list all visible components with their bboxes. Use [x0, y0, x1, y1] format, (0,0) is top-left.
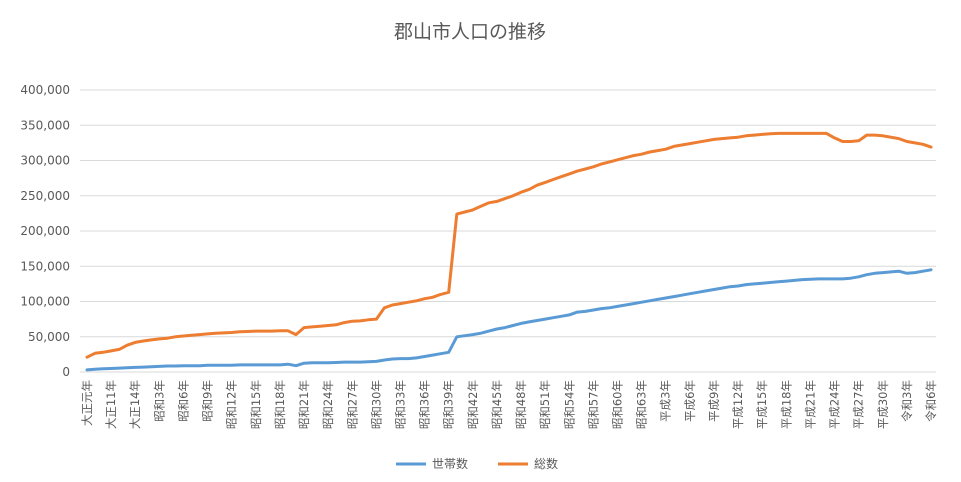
x-tick-label: 平成15年: [755, 380, 769, 429]
x-axis-ticks: 大正元年 大正11年 大正14年 昭和3年 昭和6年 昭和9年 昭和12年 昭和15年 昭和18…: [80, 380, 938, 429]
series-line-households: [85, 268, 933, 372]
x-tick-label: 平成24年: [828, 380, 842, 429]
x-tick-label: 大正14年: [128, 380, 142, 429]
x-tick-label: 昭和45年: [490, 380, 504, 429]
x-tick-label: 平成27年: [852, 380, 866, 429]
x-tick-label: 昭和39年: [442, 380, 456, 429]
x-tick-label: 平成9年: [707, 380, 721, 422]
x-tick-label: 昭和30年: [369, 380, 383, 429]
y-axis-ticks: 0 50,000 100,000 150,000 200,000 250,000 300,0…: [20, 83, 70, 379]
x-tick-label: 平成18年: [779, 380, 793, 429]
x-tick-label: 平成3年: [659, 380, 673, 422]
x-tick-label: 昭和18年: [273, 380, 287, 429]
x-tick-label: 昭和21年: [297, 380, 311, 429]
x-tick-label: 昭和33年: [393, 380, 407, 429]
x-tick-label: 昭和24年: [321, 380, 335, 429]
x-tick-label: 昭和27年: [345, 380, 359, 429]
x-tick-label: 令和6年: [924, 380, 938, 422]
x-tick-label: 昭和51年: [538, 380, 552, 429]
chart-title: 郡山市人口の推移: [394, 21, 546, 43]
y-tick-label: 400,000: [20, 83, 70, 97]
x-tick-label: 昭和42年: [466, 380, 480, 429]
legend-label-total: 総数: [534, 456, 558, 471]
y-tick-label: 250,000: [20, 189, 70, 203]
x-tick-label: 昭和9年: [201, 380, 215, 422]
x-tick-label: 平成30年: [876, 380, 890, 429]
y-tick-label: 350,000: [20, 118, 70, 132]
y-tick-label: 200,000: [20, 224, 70, 238]
x-tick-label: 昭和15年: [249, 380, 263, 429]
y-tick-label: 150,000: [20, 259, 70, 273]
x-tick-label: 昭和12年: [225, 380, 239, 429]
legend: 世帯数 総数: [396, 456, 558, 471]
gridlines: [80, 89, 936, 373]
x-tick-label: 平成21年: [803, 380, 817, 429]
x-tick-label: 平成6年: [683, 380, 697, 422]
x-tick-label: 大正元年: [80, 380, 94, 426]
x-tick-label: 昭和63年: [635, 380, 649, 429]
legend-label-households: 世帯数: [432, 456, 468, 471]
series-lines: [85, 131, 933, 372]
x-tick-label: 昭和6年: [176, 380, 190, 422]
x-tick-label: 平成12年: [731, 380, 745, 429]
y-tick-label: 50,000: [28, 330, 70, 344]
x-tick-label: 令和3年: [900, 380, 914, 422]
x-tick-label: 昭和57年: [586, 380, 600, 429]
x-tick-label: 昭和3年: [152, 380, 166, 422]
x-tick-label: 昭和48年: [514, 380, 528, 429]
y-tick-label: 300,000: [20, 154, 70, 168]
y-tick-label: 100,000: [20, 295, 70, 309]
y-tick-label: 0: [62, 365, 70, 379]
series-line-total: [85, 131, 933, 359]
x-tick-label: 大正11年: [104, 380, 118, 429]
x-tick-label: 昭和54年: [562, 380, 576, 429]
x-tick-label: 昭和60年: [611, 380, 625, 429]
x-tick-label: 昭和36年: [418, 380, 432, 429]
